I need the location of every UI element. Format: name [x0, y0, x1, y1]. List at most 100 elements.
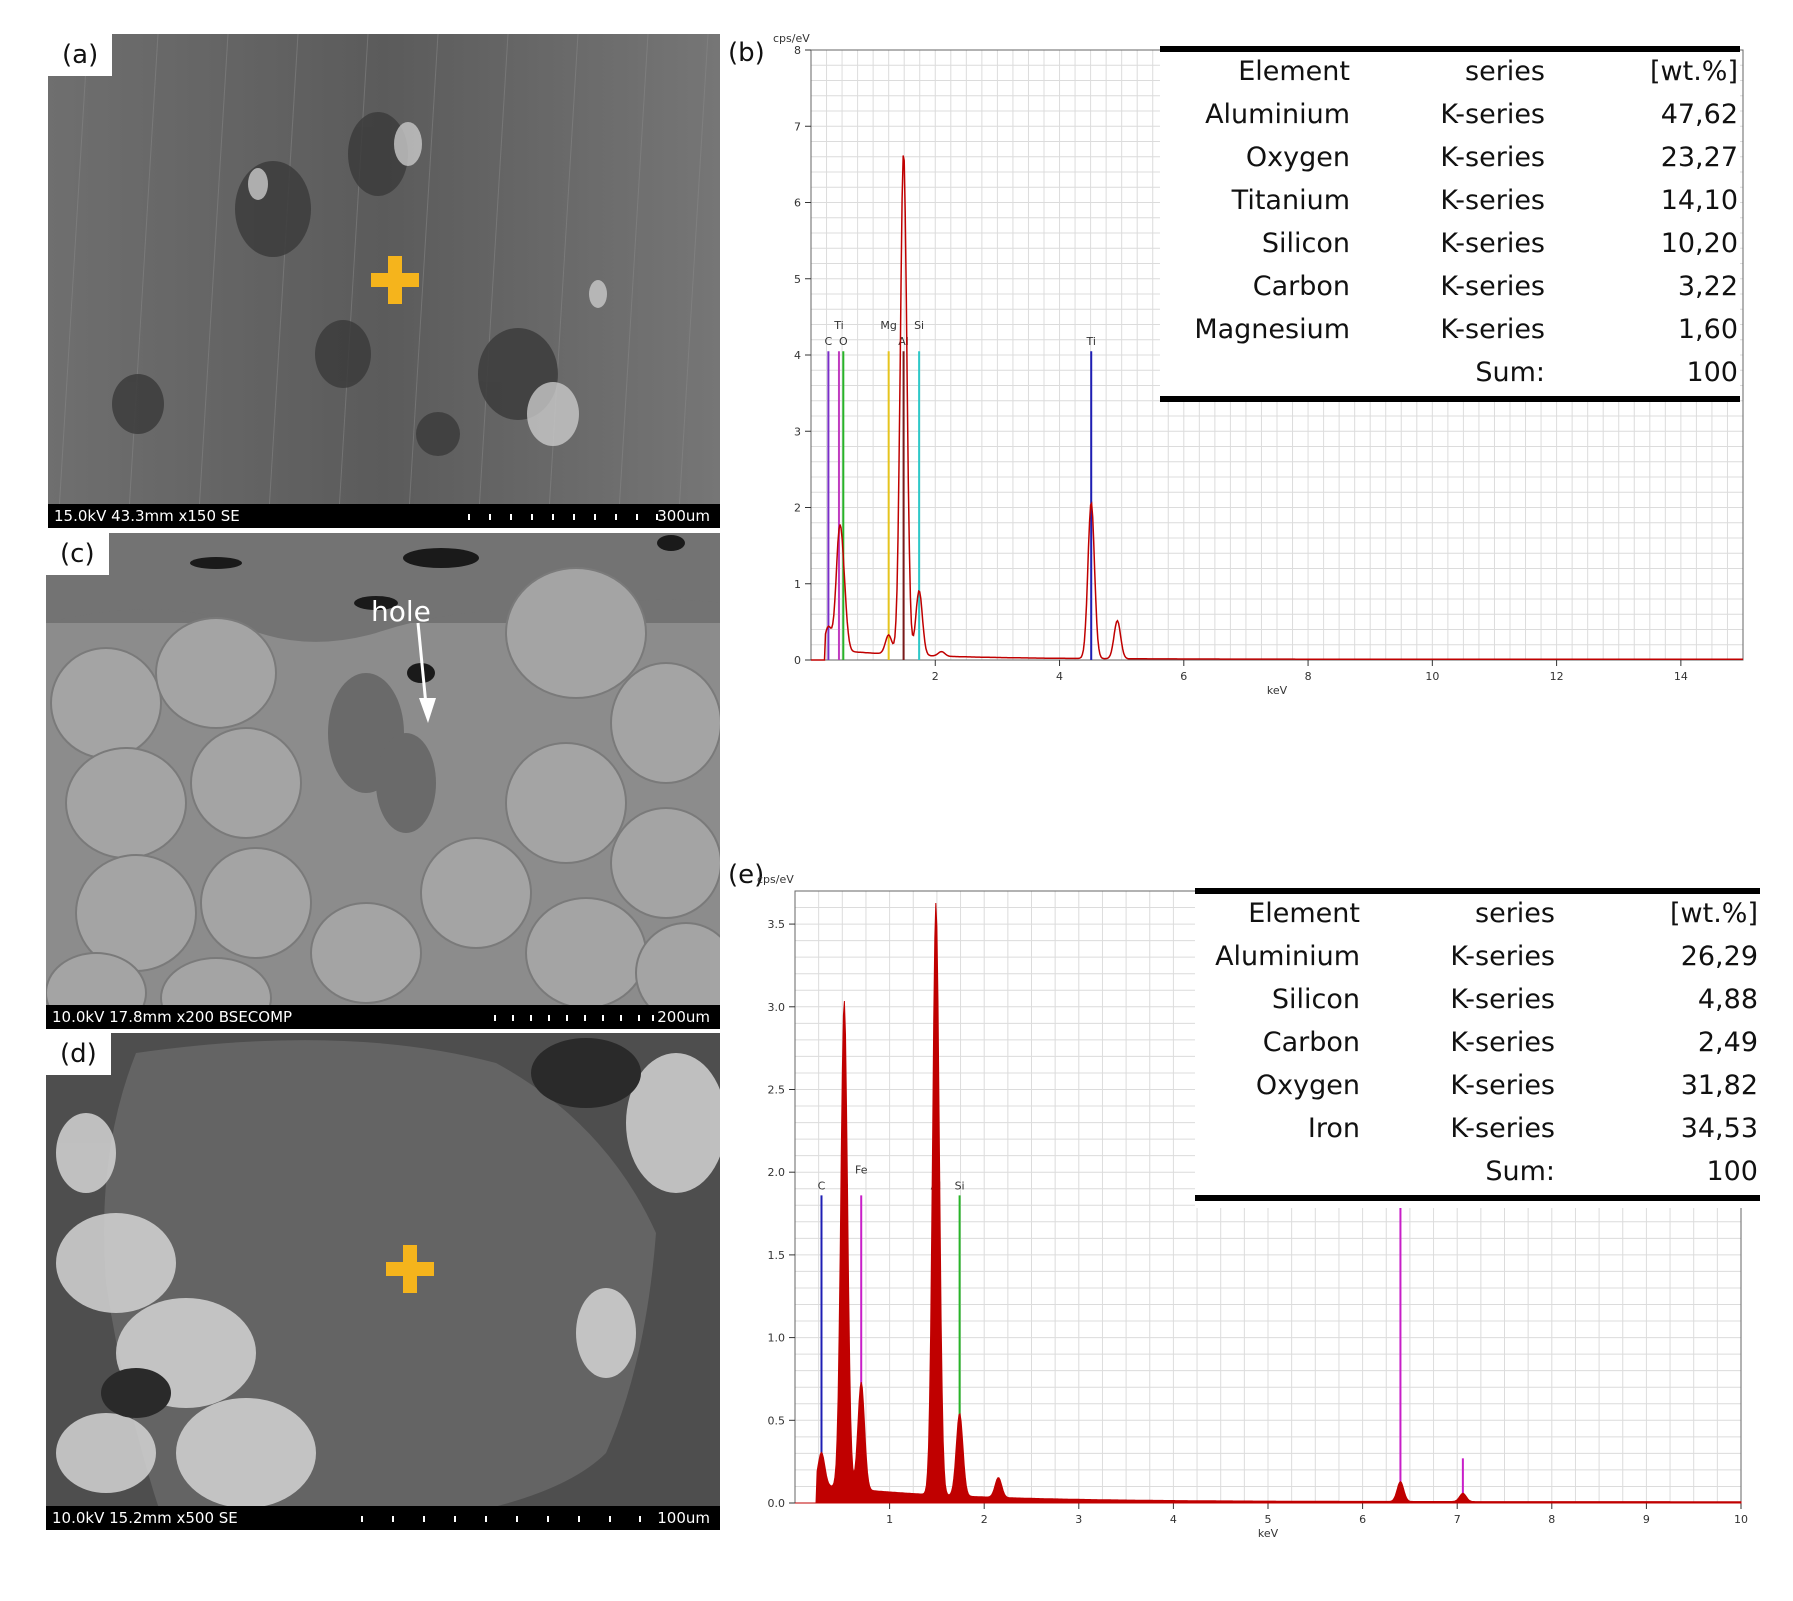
table-rule-bottom	[1195, 1195, 1760, 1201]
table-cell: 100	[1686, 357, 1738, 388]
x-tick-label: 3	[1075, 1513, 1082, 1526]
table-cell: series	[1475, 898, 1555, 929]
table-cell: Element	[1248, 898, 1360, 929]
x-axis-label: keV	[1258, 1527, 1279, 1540]
x-tick-label: 2	[932, 670, 939, 683]
y-tick-label: 3.0	[768, 1001, 786, 1014]
element-label-mg: Mg	[880, 319, 896, 332]
sem-image-a	[48, 34, 720, 528]
element-label-si: Si	[955, 1179, 965, 1192]
table-cell: 10,20	[1660, 228, 1738, 259]
table-cell: [wt.%]	[1650, 56, 1738, 87]
panel-letter-a: (a)	[48, 34, 113, 76]
table-header: Element series [wt.%]	[1160, 56, 1740, 96]
table-cell: K-series	[1440, 314, 1545, 345]
table-row: Aluminium K-series 47,62	[1160, 99, 1740, 139]
table-row: Titanium K-series 14,10	[1160, 185, 1740, 225]
table-row: Iron K-series 34,53	[1195, 1113, 1760, 1153]
element-label-c: C	[825, 335, 833, 348]
table-rule-bottom	[1160, 396, 1740, 402]
sem-info-a: 15.0kV 43.3mm x150 SE	[54, 507, 240, 525]
marker-plus-a	[371, 256, 419, 304]
panel-c: (c) hole 10.0kV 17.8mm x200 BSECOMP 200u…	[46, 533, 720, 1029]
table-cell: 23,27	[1660, 142, 1738, 173]
y-tick-label: 4	[794, 349, 801, 362]
table-cell: K-series	[1440, 142, 1545, 173]
x-tick-label: 8	[1548, 1513, 1555, 1526]
x-tick-label: 6	[1180, 670, 1187, 683]
table-rule-top	[1160, 46, 1740, 52]
x-tick-label: 5	[1265, 1513, 1272, 1526]
scale-bar-a: 15.0kV 43.3mm x150 SE 300um	[48, 504, 720, 528]
table-cell: Oxygen	[1245, 142, 1350, 173]
scale-bar-c: 10.0kV 17.8mm x200 BSECOMP 200um	[46, 1005, 720, 1029]
y-tick-label: 0.0	[768, 1497, 786, 1510]
element-label-ti: Ti	[1086, 335, 1096, 348]
x-tick-label: 6	[1359, 1513, 1366, 1526]
table-cell: 3,22	[1677, 271, 1738, 302]
x-tick-label: 2	[981, 1513, 988, 1526]
element-label-c: C	[818, 1179, 826, 1192]
table-cell: Iron	[1307, 1113, 1360, 1144]
y-tick-label: 8	[794, 44, 801, 57]
y-tick-label: 6	[794, 197, 801, 210]
panel-letter-b: (b)	[728, 38, 765, 68]
sem-info-c: 10.0kV 17.8mm x200 BSECOMP	[52, 1008, 293, 1026]
sem-info-d: 10.0kV 15.2mm x500 SE	[52, 1509, 238, 1527]
table-cell: Silicon	[1271, 984, 1360, 1015]
y-tick-label: 1	[794, 578, 801, 591]
element-label-ti: Ti	[833, 319, 843, 332]
hole-annotation: hole	[371, 595, 431, 628]
table-cell: 31,82	[1680, 1070, 1758, 1101]
x-tick-label: 1	[886, 1513, 893, 1526]
scale-label-d: 100um	[657, 1509, 710, 1527]
table-cell: 2,49	[1697, 1027, 1758, 1058]
y-tick-label: 3.5	[768, 918, 786, 931]
y-tick-label: 1.5	[768, 1249, 786, 1262]
element-label-fe: Fe	[855, 1163, 868, 1176]
table-sum-row: Sum: 100	[1195, 1156, 1760, 1196]
table-cell: K-series	[1450, 1113, 1555, 1144]
y-tick-label: 7	[794, 120, 801, 133]
table-row: Silicon K-series 10,20	[1160, 228, 1740, 268]
table-cell: 47,62	[1660, 99, 1738, 130]
table-cell: Silicon	[1261, 228, 1350, 259]
x-tick-label: 10	[1425, 670, 1439, 683]
element-label-al: Al	[898, 335, 909, 348]
marker-plus-d	[386, 1245, 434, 1293]
table-cell: Oxygen	[1255, 1070, 1360, 1101]
table-row: Carbon K-series 2,49	[1195, 1027, 1760, 1067]
table-cell: 1,60	[1677, 314, 1738, 345]
table-row: Aluminium K-series 26,29	[1195, 941, 1760, 981]
table-cell: K-series	[1450, 1070, 1555, 1101]
table-cell: Sum:	[1475, 357, 1545, 388]
table-cell: 100	[1706, 1156, 1758, 1187]
table-cell: Sum:	[1485, 1156, 1555, 1187]
table-cell: 26,29	[1680, 941, 1758, 972]
element-label-si: Si	[914, 319, 924, 332]
table-rule-top	[1195, 888, 1760, 894]
table-cell: Aluminium	[1215, 941, 1360, 972]
panel-d: (d) 10.0kV 15.2mm x500 SE 100um	[46, 1033, 720, 1530]
table-header: Element series [wt.%]	[1195, 898, 1760, 938]
scale-label-a: 300um	[657, 507, 710, 525]
spectrum-area	[795, 902, 1742, 1504]
table-cell: 14,10	[1660, 185, 1738, 216]
table-cell: Carbon	[1252, 271, 1350, 302]
y-tick-label: 3	[794, 425, 801, 438]
eds-table-e: Element series [wt.%] Aluminium K-series 26,2…	[1195, 888, 1760, 1208]
y-axis-label: cps/eV	[757, 873, 794, 886]
hole-arrow	[416, 622, 436, 723]
table-row: Oxygen K-series 31,82	[1195, 1070, 1760, 1110]
x-tick-label: 4	[1170, 1513, 1177, 1526]
y-axis-label: cps/eV	[773, 32, 810, 45]
y-tick-label: 2	[794, 502, 801, 515]
y-tick-label: 1.0	[768, 1332, 786, 1345]
panel-a: (a) 15.0kV 43.3mm x150 SE 300um	[48, 34, 720, 528]
table-row: Carbon K-series 3,22	[1160, 271, 1740, 311]
table-cell: K-series	[1440, 185, 1545, 216]
table-row: Silicon K-series 4,88	[1195, 984, 1760, 1024]
table-cell: Titanium	[1231, 185, 1350, 216]
x-tick-label: 7	[1454, 1513, 1461, 1526]
table-cell: K-series	[1450, 1027, 1555, 1058]
